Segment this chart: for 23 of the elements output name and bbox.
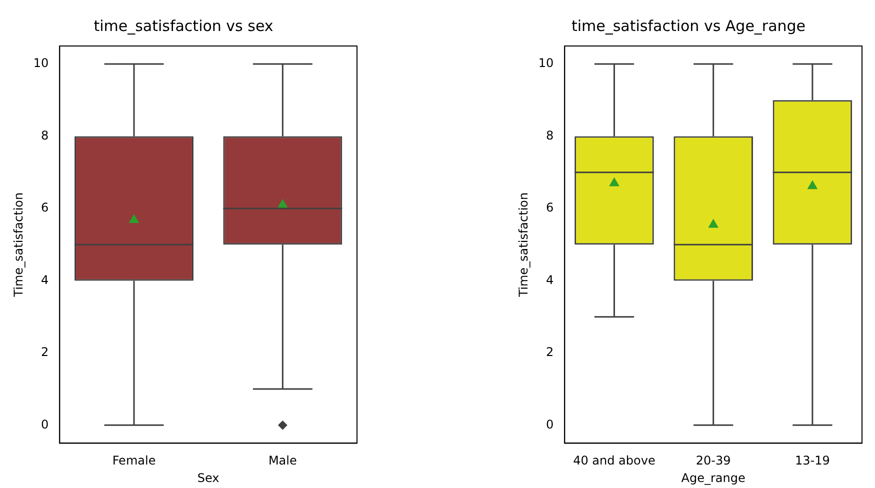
y-tick-label: 6 [41,200,49,215]
x-tick-label: 40 and above [573,454,656,468]
y-tick-label: 6 [546,200,554,215]
y-axis-title: Time_satisfaction [516,192,530,298]
x-tick-label: 20-39 [696,454,731,468]
y-tick-label: 4 [41,272,49,287]
x-axis-title: Sex [197,470,220,485]
y-tick-label: 10 [33,56,49,70]
y-tick-label: 10 [538,56,554,70]
chart-title: time_satisfaction vs Age_range [571,16,806,35]
x-tick-label: Male [268,454,297,468]
y-axis-title: Time_satisfaction [11,192,26,298]
chart-title: time_satisfaction vs sex [94,16,274,35]
y-tick-label: 2 [41,345,49,360]
y-tick-label: 0 [546,417,554,432]
y-tick-label: 0 [41,417,49,432]
x-axis-title: Age_range [681,470,746,485]
y-tick-label: 8 [546,128,554,142]
x-tick-label: Female [112,454,156,468]
y-tick-label: 2 [546,345,554,360]
y-tick-label: 4 [546,272,554,287]
y-tick-label: 8 [41,128,49,142]
x-tick-label: 13-19 [795,454,830,468]
